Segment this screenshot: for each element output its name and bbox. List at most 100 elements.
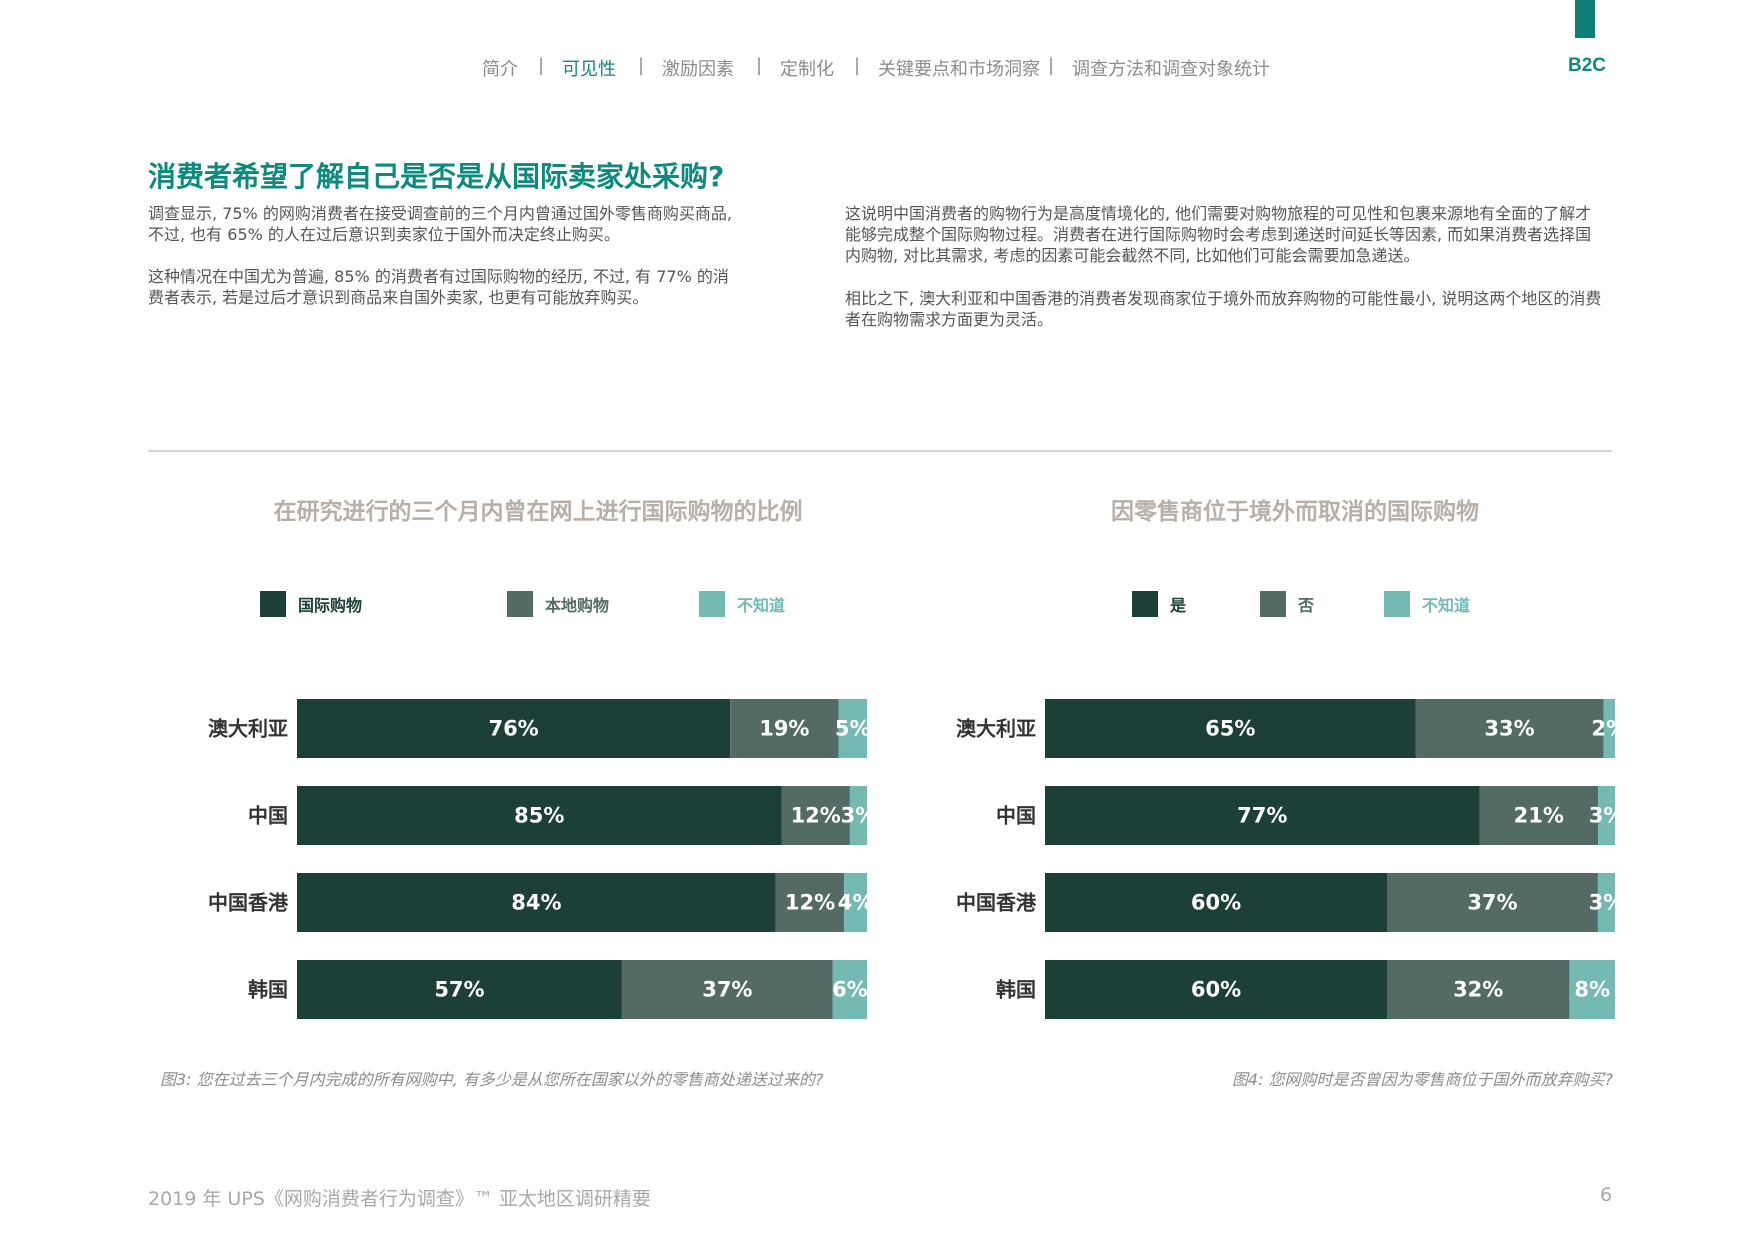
- nav-separator: |: [756, 55, 763, 76]
- bar-value-label: 6%: [832, 978, 868, 1002]
- body-paragraph: 这种情况在中国尤为普遍, 85% 的消费者有过国际购物的经历, 不过, 有 77…: [148, 267, 729, 307]
- legend-swatch: [507, 591, 533, 617]
- bar-segment: [1045, 786, 1480, 845]
- nav-item-key-points[interactable]: 关键要点和市场洞察: [878, 59, 1040, 80]
- nav-separator: |: [638, 55, 645, 76]
- legend-item: 国际购物: [260, 591, 362, 617]
- bar-segment: [297, 699, 731, 758]
- page-number: 6: [1600, 1184, 1613, 1206]
- body-paragraph: 这说明中国消费者的购物行为是高度情境化的, 他们需要对购物旅程的可见性和包裹来源…: [845, 204, 1592, 265]
- bar-segment: [1598, 786, 1615, 845]
- page-footer: 2019 年 UPS《网购消费者行为调查》™ 亚太地区调研精要: [148, 1188, 651, 1210]
- legend-item: 本地购物: [507, 591, 609, 617]
- legend-item: 是: [1132, 591, 1186, 617]
- bar-value-label: 65%: [1205, 717, 1255, 741]
- bar-value-label: 37%: [1467, 891, 1517, 915]
- bar-segment: [1387, 960, 1570, 1019]
- nav-separator: |: [854, 55, 861, 76]
- bar-segment: [297, 873, 776, 932]
- page-headline: 消费者希望了解自己是否是从国际卖家处采购?: [148, 160, 725, 193]
- bar-segment: [297, 786, 782, 845]
- bar-value-label: 12%: [791, 804, 841, 828]
- chart-caption: 图3: 您在过去三个月内完成的所有网购中, 有多少是从您所在国家以外的零售商处递…: [160, 1070, 824, 1089]
- bar-value-label: 85%: [514, 804, 564, 828]
- legend-swatch: [260, 591, 286, 617]
- bar-segment: [1479, 786, 1599, 845]
- bar-value-label: 4%: [838, 891, 874, 915]
- bar-value-label: 33%: [1484, 717, 1534, 741]
- bar-value-label: 77%: [1237, 804, 1287, 828]
- nav-separator: |: [1048, 55, 1055, 76]
- bar-segment: [832, 960, 867, 1019]
- bar-segment: [1415, 699, 1604, 758]
- chart-title-cancelled-purchases: 因零售商位于境外而取消的国际购物: [1111, 499, 1479, 525]
- bar-value-label: 2%: [1591, 717, 1627, 741]
- nav-item-incentives[interactable]: 激励因素: [662, 59, 734, 80]
- bar-segment: [838, 699, 867, 758]
- bar-value-label: 21%: [1514, 804, 1564, 828]
- section-divider: [148, 450, 1612, 452]
- bar-segment: [844, 873, 867, 932]
- bar-value-label: 57%: [434, 978, 484, 1002]
- category-label: 韩国: [248, 978, 288, 1002]
- bar-segment: [1569, 960, 1615, 1019]
- legend-label: 是: [1170, 596, 1187, 615]
- bar-value-label: 60%: [1191, 978, 1241, 1002]
- nav-item-visibility[interactable]: 可见性: [562, 59, 616, 80]
- bar-segment: [1045, 960, 1387, 1019]
- legend-label: 国际购物: [298, 596, 363, 615]
- bar-segment: [849, 786, 867, 845]
- bar-value-label: 3%: [841, 804, 877, 828]
- category-label: 澳大利亚: [956, 717, 1036, 741]
- legend-swatch: [1260, 591, 1286, 617]
- bar-segment: [730, 699, 839, 758]
- legend-label: 不知道: [1422, 596, 1471, 615]
- legend-item: 不知道: [1384, 591, 1470, 617]
- bar-value-label: 60%: [1191, 891, 1241, 915]
- category-label: 中国: [248, 804, 288, 828]
- bar-value-label: 76%: [488, 717, 538, 741]
- body-paragraph: 相比之下, 澳大利亚和中国香港的消费者发现商家位于境外而放弃购物的可能性最小, …: [845, 289, 1602, 329]
- legend-swatch: [1132, 591, 1158, 617]
- bar-value-label: 84%: [511, 891, 561, 915]
- bar-value-label: 5%: [835, 717, 871, 741]
- category-label: 澳大利亚: [208, 717, 288, 741]
- nav-separator: |: [538, 55, 545, 76]
- top-accent-bar: [1575, 0, 1595, 38]
- legend-swatch: [1384, 591, 1410, 617]
- legend-label: 否: [1298, 596, 1315, 615]
- category-label: 中国香港: [956, 891, 1037, 915]
- body-paragraph: 调查显示, 75% 的网购消费者在接受调查前的三个月内曾通过国外零售商购买商品,…: [148, 204, 732, 244]
- nav-item-methodology[interactable]: 调查方法和调查对象统计: [1072, 59, 1270, 80]
- bar-segment: [297, 960, 622, 1019]
- chart-caption: 图4: 您网购时是否曾因为零售商位于国外而放弃购买?: [1231, 1070, 1613, 1089]
- category-label: 中国香港: [208, 891, 289, 915]
- nav-item-intro[interactable]: 简介: [482, 59, 518, 80]
- bar-value-label: 37%: [702, 978, 752, 1002]
- bar-segment: [1387, 873, 1598, 932]
- bar-value-label: 12%: [785, 891, 835, 915]
- bar-segment: [1603, 699, 1615, 758]
- nav-item-customization[interactable]: 定制化: [780, 59, 834, 80]
- bar-value-label: 3%: [1589, 891, 1625, 915]
- legend-item: 不知道: [699, 591, 785, 617]
- category-label: 中国: [996, 804, 1036, 828]
- category-label: 韩国: [996, 978, 1036, 1002]
- bar-value-label: 19%: [759, 717, 809, 741]
- bar-segment: [1597, 873, 1615, 932]
- legend-label: 不知道: [737, 596, 786, 615]
- bar-value-label: 32%: [1453, 978, 1503, 1002]
- chart-title-international-share: 在研究进行的三个月内曾在网上进行国际购物的比例: [273, 499, 803, 525]
- bar-segment: [621, 960, 833, 1019]
- bar-value-label: 8%: [1574, 978, 1610, 1002]
- bar-segment: [781, 786, 850, 845]
- bar-segment: [1045, 873, 1387, 932]
- legend-label: 本地购物: [545, 596, 610, 615]
- bar-value-label: 3%: [1589, 804, 1625, 828]
- bar-segment: [1045, 699, 1416, 758]
- b2c-badge: B2C: [1568, 55, 1607, 76]
- legend-swatch: [699, 591, 725, 617]
- bar-segment: [775, 873, 845, 932]
- legend-item: 否: [1260, 591, 1314, 617]
